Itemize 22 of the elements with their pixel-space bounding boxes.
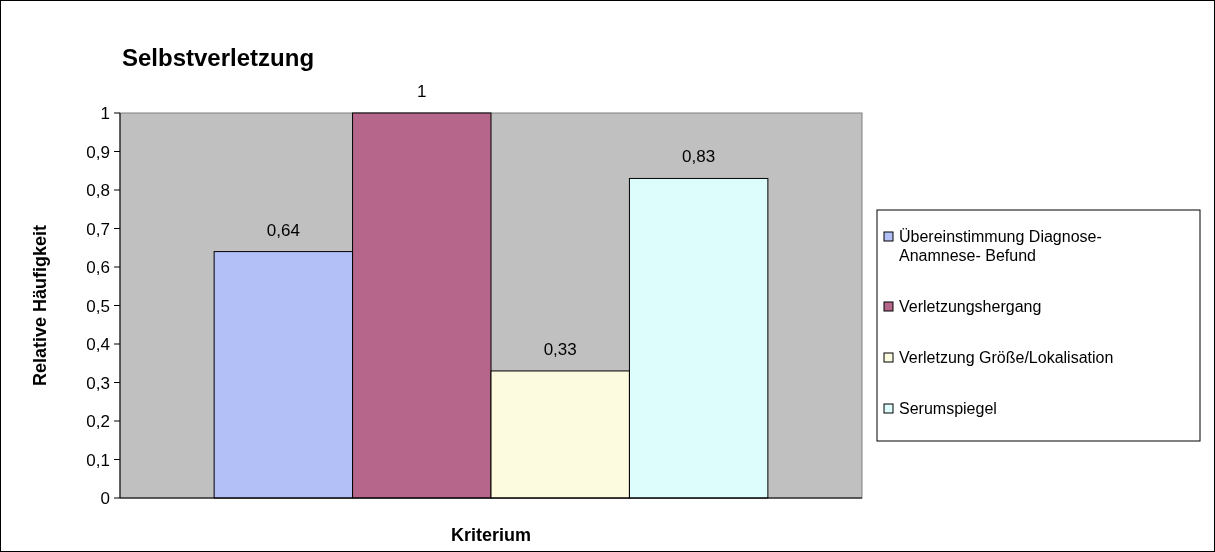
y-tick-label: 1 [100,104,110,123]
legend-label: Übereinstimmung Diagnose- Anamnese- Befund [899,228,1102,264]
data-label: 0,64 [266,220,300,240]
y-tick-label: 0,1 [86,450,110,470]
chart-title: Selbstverletzung [122,44,315,71]
y-tick-label: 0,4 [86,335,110,354]
legend-label: Verletzung Größe/Lokalisation [899,349,1114,366]
y-tick-label: 0,2 [86,412,110,431]
y-tick-label: 0 [100,489,110,508]
legend-label: Serumspiegel [899,400,997,417]
y-tick-label: 0,5 [86,296,110,316]
data-label: 0,33 [543,339,577,359]
y-tick-label: 0,7 [86,219,110,239]
data-label: 0,83 [682,147,716,167]
data-label: 1 [417,82,427,101]
y-tick-label: 0,6 [86,258,110,277]
y-tick-label: 0,3 [86,373,110,393]
legend-label: Verletzungshergang [899,298,1042,315]
x-axis-title: Kriterium [450,525,532,545]
y-axis-title: Relative Häufigkeit [30,224,50,387]
y-tick-label: 0,9 [86,142,110,162]
y-tick-label: 0,8 [86,181,110,200]
